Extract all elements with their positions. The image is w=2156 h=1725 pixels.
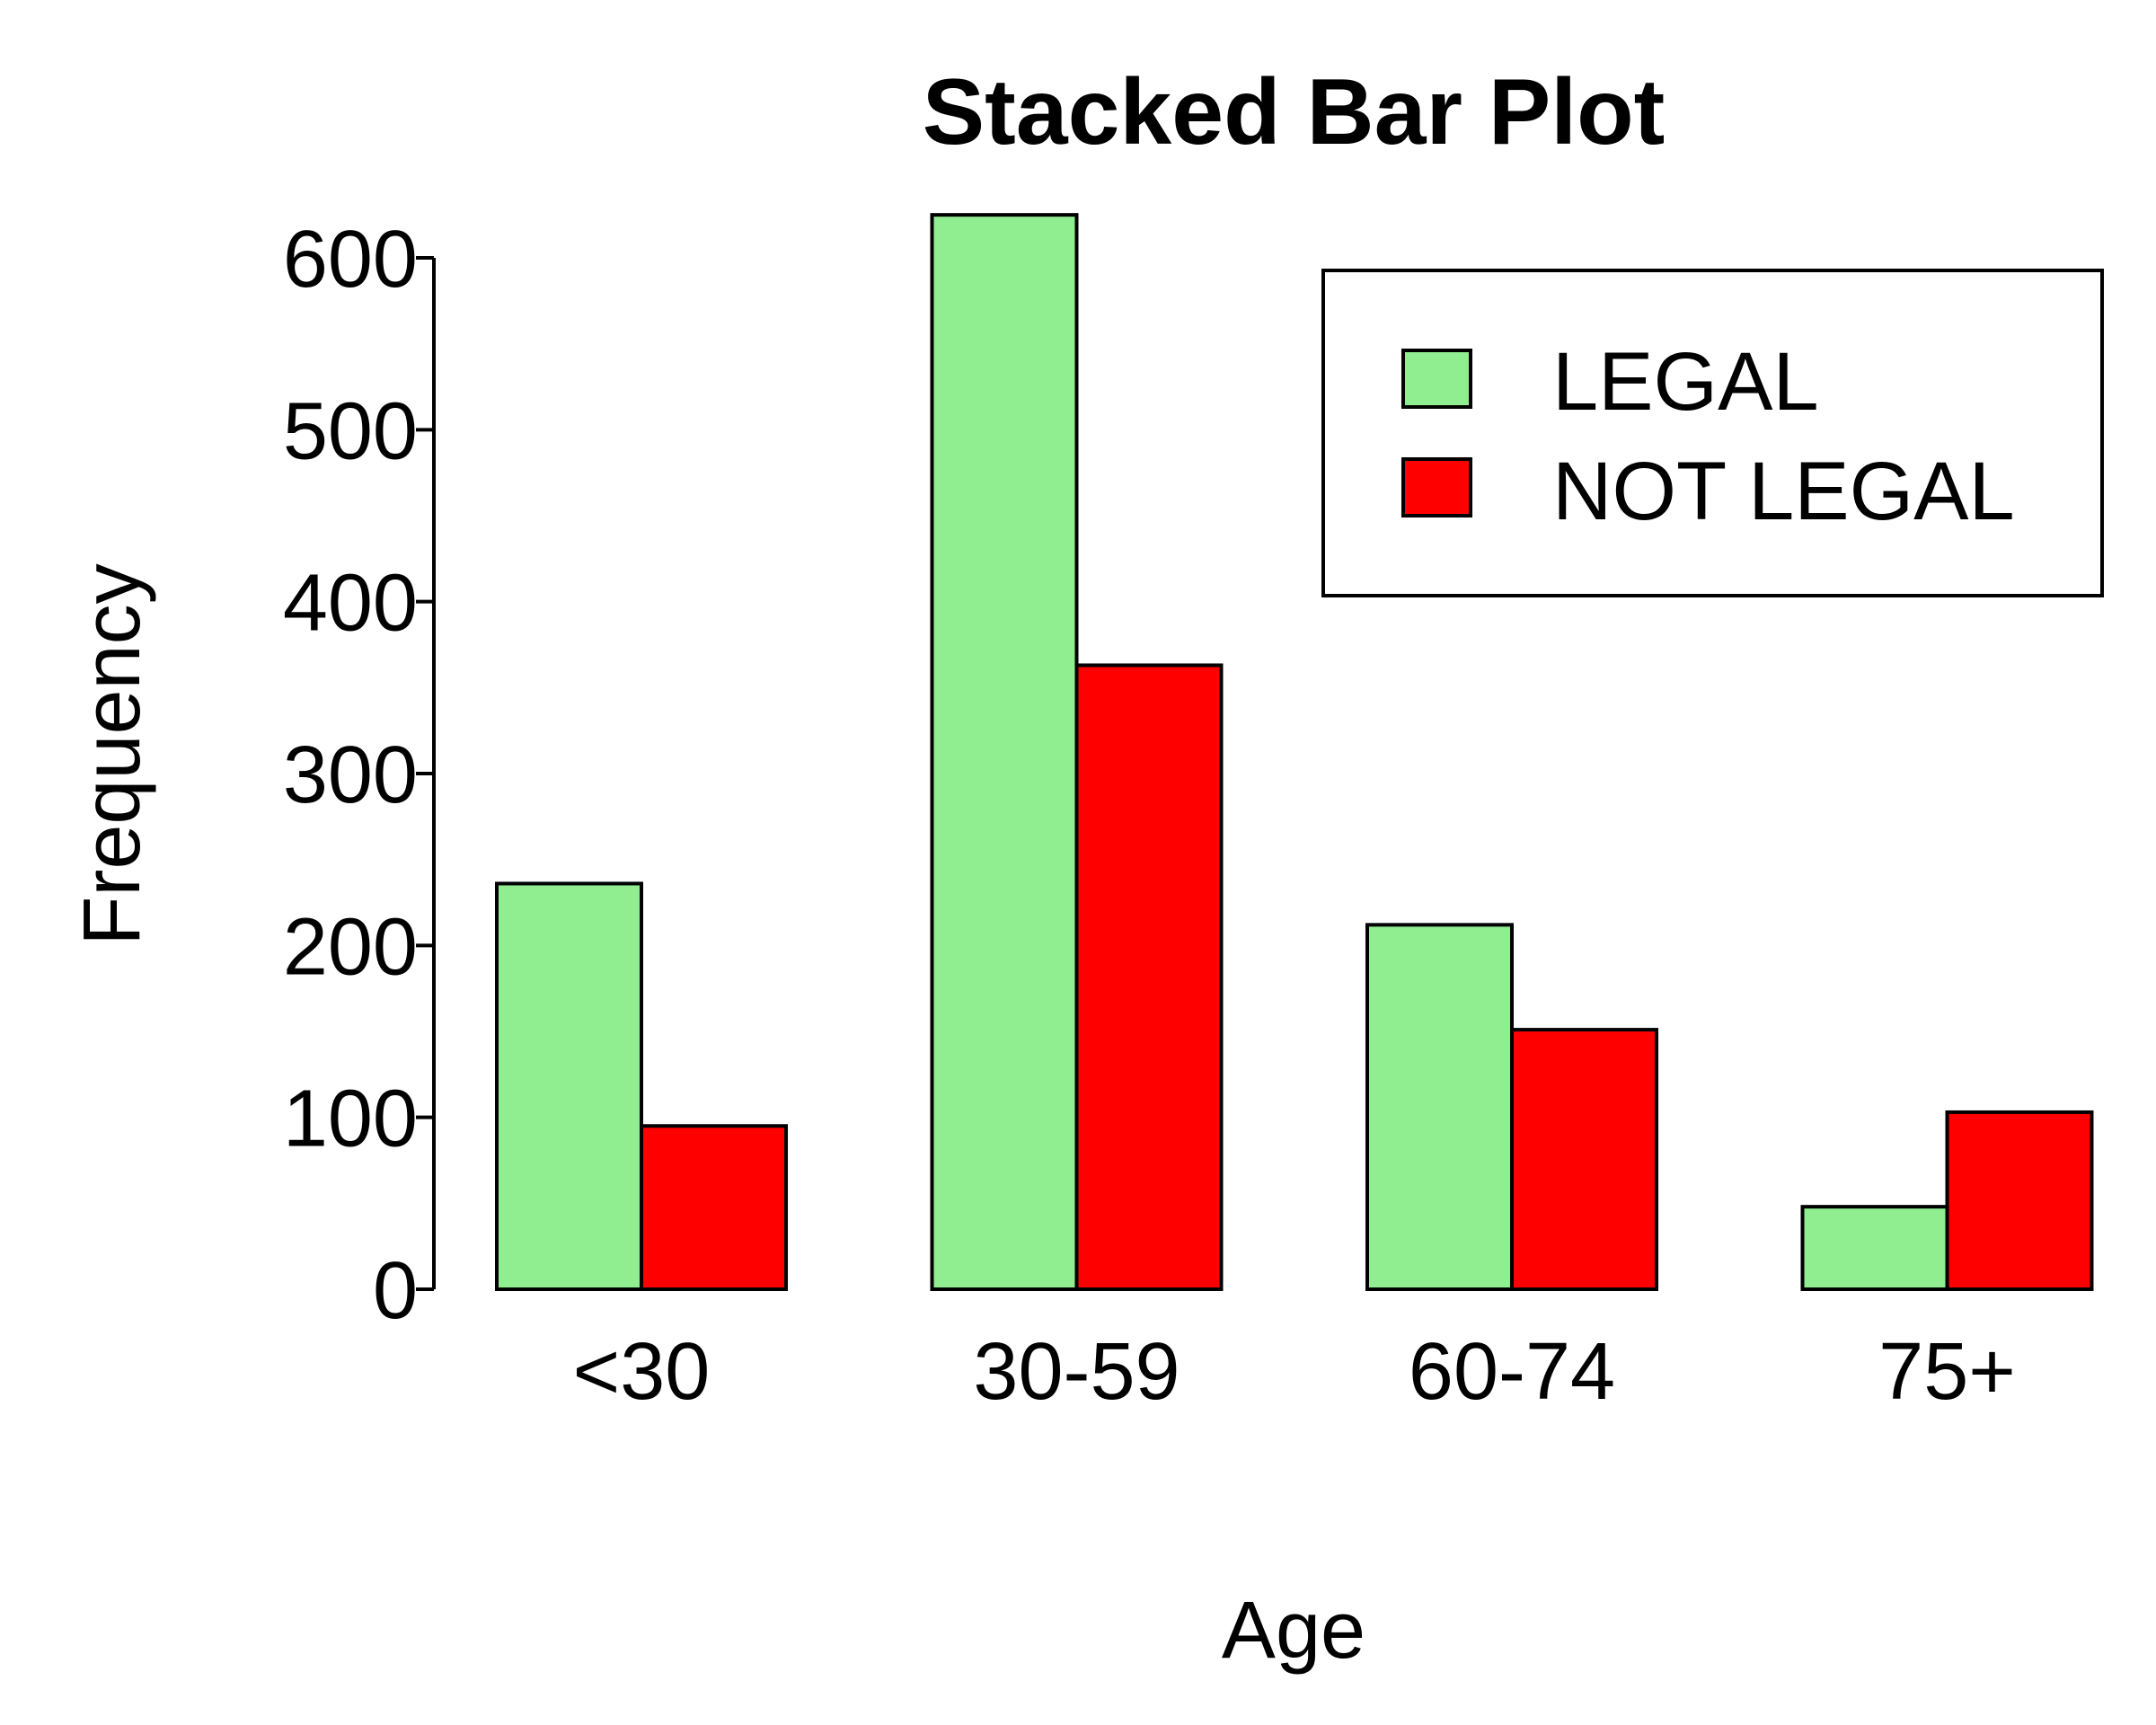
x-tick-label: <30 bbox=[573, 1327, 711, 1417]
legend-swatch-legal bbox=[1401, 349, 1472, 409]
y-tick-label: 600 bbox=[283, 215, 418, 305]
bar-not-legal bbox=[640, 1124, 788, 1291]
bars bbox=[495, 213, 2094, 1292]
bar-legal bbox=[495, 881, 643, 1291]
bar-not-legal bbox=[1510, 1028, 1658, 1291]
y-axis: 0 100 200 300 400 500 600 bbox=[283, 215, 436, 1336]
y-tick-label: 300 bbox=[283, 730, 418, 820]
legend-label-legal: LEGAL bbox=[1552, 336, 1819, 428]
y-tick-label: 400 bbox=[283, 559, 418, 649]
chart-title: Stacked Bar Plot bbox=[923, 60, 1666, 164]
bar-not-legal bbox=[1074, 663, 1224, 1291]
x-tick-label: 30-59 bbox=[973, 1327, 1180, 1417]
legend-label-not-legal: NOT LEGAL bbox=[1552, 446, 2015, 537]
legend-swatch-not-legal bbox=[1401, 457, 1472, 518]
y-axis-label: Frequency bbox=[67, 563, 157, 945]
bar-legal bbox=[1800, 1205, 1949, 1292]
x-axis-label: Age bbox=[1222, 1586, 1365, 1676]
x-axis-ticks: <30 30-59 60-74 75+ bbox=[573, 1327, 2016, 1417]
y-tick-label: 200 bbox=[283, 902, 418, 992]
x-tick-label: 75+ bbox=[1878, 1327, 2016, 1417]
y-tick-label: 0 bbox=[373, 1246, 418, 1336]
y-tick-label: 100 bbox=[283, 1075, 418, 1164]
bar-legal bbox=[930, 213, 1079, 1292]
legend-box bbox=[1321, 269, 2104, 597]
bar-not-legal bbox=[1945, 1110, 2094, 1291]
bar-legal bbox=[1365, 923, 1514, 1291]
x-tick-label: 60-74 bbox=[1409, 1327, 1615, 1417]
y-tick-label: 500 bbox=[283, 386, 418, 476]
legend: LEGAL NOT LEGAL bbox=[1321, 269, 2104, 597]
